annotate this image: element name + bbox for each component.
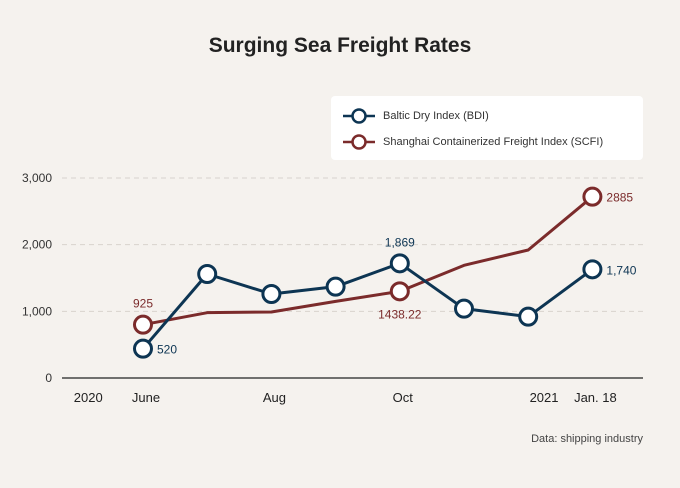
series-line [141, 261, 594, 350]
data-label: 1,740 [606, 263, 636, 277]
legend-swatch-bdi [343, 108, 375, 124]
chart-title: Surging Sea Freight Rates [208, 34, 472, 57]
data-point [133, 314, 153, 335]
data-point [261, 284, 282, 304]
data-point [389, 253, 410, 274]
data-point [133, 338, 153, 359]
x-tick-label: Aug [263, 390, 286, 405]
data-label: 2885 [606, 191, 633, 205]
series-line [142, 195, 594, 327]
y-tick-label: 2,000 [22, 238, 52, 252]
legend-label-scfi: Shanghai Containerized Freight Index (SC… [383, 136, 604, 148]
y-tick-label: 1,000 [22, 304, 52, 318]
x-tick-label: Oct [393, 390, 414, 405]
legend-item-scfi: Shanghai Containerized Freight Index (SC… [341, 132, 603, 152]
data-point [582, 259, 603, 280]
y-tick-label: 3,000 [22, 171, 52, 185]
data-point [325, 276, 346, 297]
legend-item-bdi: Baltic Dry Index (BDI) [341, 106, 489, 126]
data-point [518, 306, 539, 327]
x-tick-label: 2020 [74, 390, 103, 405]
data-point [454, 298, 474, 319]
legend-label-bdi: Baltic Dry Index (BDI) [383, 110, 489, 122]
data-point [582, 186, 603, 207]
data-label: 520 [157, 343, 177, 357]
data-point [197, 264, 218, 284]
data-point [389, 281, 410, 302]
data-label: 1438.22 [378, 307, 422, 321]
x-tick-label: June [132, 390, 160, 405]
data-label: 1,869 [385, 235, 415, 249]
x-tick-label: 2021 [530, 390, 559, 405]
source-note: Data: shipping industry [531, 433, 643, 445]
legend-swatch-scfi [343, 134, 375, 150]
data-label: 925 [133, 297, 153, 311]
legend: Baltic Dry Index (BDI) Shanghai Containe… [331, 96, 643, 160]
x-tick-label: Jan. 18 [574, 390, 617, 405]
y-tick-label: 0 [45, 371, 52, 385]
